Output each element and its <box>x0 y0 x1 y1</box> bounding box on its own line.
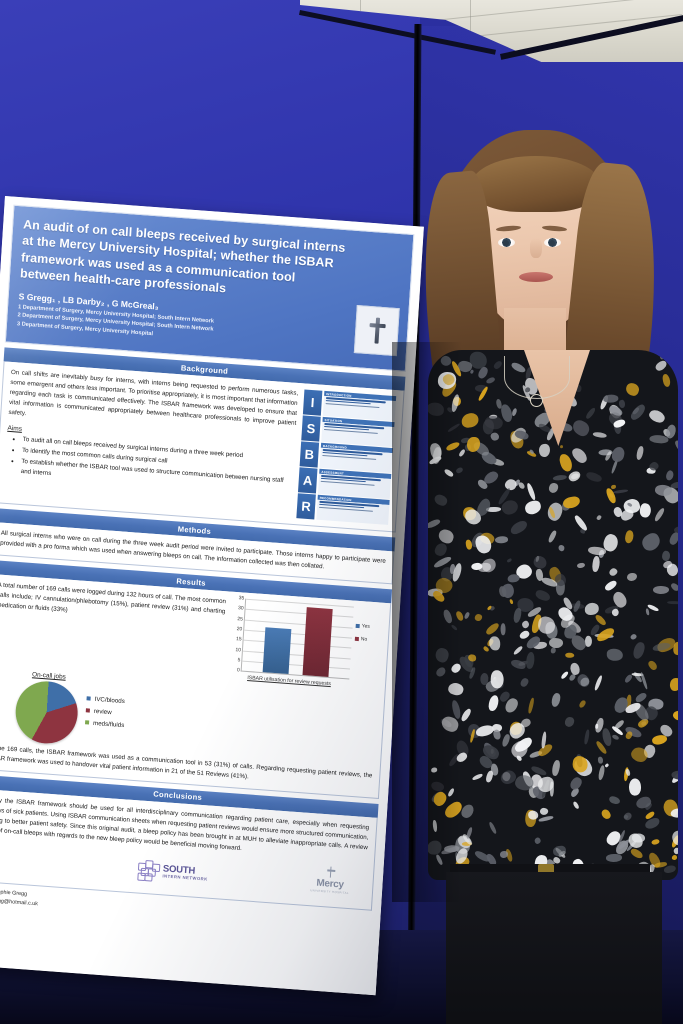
nose <box>530 238 542 258</box>
cross-icon <box>368 317 386 344</box>
legend-item: No <box>354 636 381 644</box>
trousers <box>446 872 662 1024</box>
y-tick: 0 <box>236 667 240 674</box>
south-intern-network-logo: SOUTH INTERN NETWORK <box>137 860 208 885</box>
mercy-hospital-logo: Mercy UNIVERSITY HOSPITAL <box>310 865 350 895</box>
legend-swatch-ivc <box>86 696 91 701</box>
pie-chart-legend: IVC/bloods review meds/fluids <box>84 695 126 729</box>
y-tick: 10 <box>235 646 242 653</box>
mercy-cross-icon <box>329 866 332 878</box>
legend-item: meds/fluids <box>84 719 125 729</box>
section-body-background: On call shifts are inevitably busy for i… <box>0 361 405 533</box>
mouth <box>519 272 553 282</box>
pie-chart-graphic <box>13 679 80 746</box>
isbar-letter: R <box>296 493 316 520</box>
pie-chart-title: On-call jobs <box>31 671 67 681</box>
legend-swatch-meds <box>84 720 90 725</box>
isbar-letter: A <box>297 467 318 494</box>
legend-label: meds/fluids <box>92 719 125 729</box>
lighting-shadow <box>392 342 462 902</box>
fringe <box>472 156 600 212</box>
y-tick: 20 <box>236 626 243 633</box>
legend-label: Yes <box>361 623 371 630</box>
legend-label: IVC/bloods <box>94 695 126 705</box>
legend-item: review <box>85 707 126 717</box>
legend-item: IVC/bloods <box>86 695 126 705</box>
necklace-chain <box>504 356 570 399</box>
bar-chart-plot-area <box>240 598 354 680</box>
legend-swatch-no <box>354 636 359 642</box>
research-poster: An audit of on call bleeps received by s… <box>0 196 424 996</box>
isbar-letter: S <box>301 415 321 442</box>
presenter-photo <box>392 112 683 1024</box>
isbar-letter: I <box>302 389 323 416</box>
y-tick: 5 <box>237 657 241 664</box>
y-tick: 15 <box>235 636 242 643</box>
eye-right <box>544 238 561 247</box>
isbar-row-recommendation: R RECOMMENDATION <box>296 493 390 525</box>
legend-label: No <box>360 636 368 643</box>
bar-yes <box>262 627 292 675</box>
bar-chart-legend: Yes No <box>349 607 383 682</box>
isbar-diagram: I INTRODUCTION S SITUATION <box>296 389 397 525</box>
blouse <box>428 350 678 880</box>
isbar-letter: B <box>299 441 320 468</box>
floral-pattern <box>428 350 678 880</box>
y-tick: 25 <box>237 615 244 623</box>
eye-left <box>498 238 515 247</box>
legend-swatch-review <box>85 708 90 713</box>
legend-label: review <box>93 707 112 717</box>
necklace-pendant <box>530 394 543 407</box>
hex-cluster-icon <box>137 860 161 882</box>
bar-no <box>302 607 333 678</box>
section-body-results: A total number of 169 calls were logged … <box>0 574 392 799</box>
y-tick: 30 <box>237 605 244 612</box>
legend-item: Yes <box>355 623 382 631</box>
south-logo-line2: INTERN NETWORK <box>162 873 208 882</box>
legend-swatch-yes <box>355 623 360 629</box>
poster-header: An audit of on call bleeps received by s… <box>4 204 415 372</box>
bar-chart-isbar-utilisation: 35 30 25 20 15 10 5 0 <box>227 595 383 682</box>
y-tick: 35 <box>238 595 245 602</box>
